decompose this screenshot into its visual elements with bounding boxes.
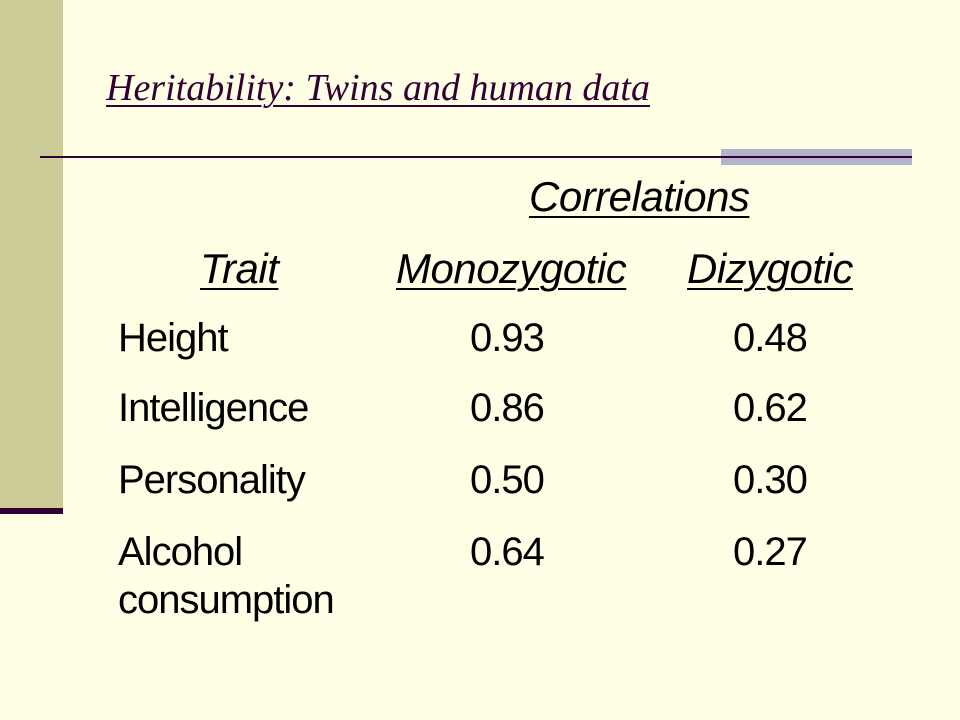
table-row-trait-continued: consumption <box>118 578 335 622</box>
side-decoration-accent <box>0 508 63 514</box>
slide-title: Heritability: Twins and human data <box>106 67 650 109</box>
table-row-dizygotic: 0.62 <box>733 386 808 430</box>
side-decoration-bar <box>0 0 63 508</box>
table-row-dizygotic: 0.27 <box>733 530 808 574</box>
correlations-group-header: Correlations <box>529 173 750 220</box>
table-row-trait: Intelligence <box>118 386 309 430</box>
table-row-monozygotic: 0.50 <box>470 458 545 502</box>
table-row-dizygotic: 0.30 <box>733 458 808 502</box>
title-rule <box>40 156 912 158</box>
title-rule-accent-line <box>721 156 912 158</box>
monozygotic-column-header: Monozygotic <box>396 245 627 292</box>
table-row-monozygotic: 0.86 <box>470 386 545 430</box>
table-row-dizygotic: 0.48 <box>733 316 808 360</box>
table-row-trait: Personality <box>118 458 306 502</box>
table-row-trait: Alcohol <box>118 530 243 574</box>
table-row-monozygotic: 0.93 <box>470 316 545 360</box>
dizygotic-column-header: Dizygotic <box>687 245 853 292</box>
table-row-trait: Height <box>118 316 229 360</box>
table-row-monozygotic: 0.64 <box>470 530 545 574</box>
trait-column-header: Trait <box>200 245 279 292</box>
